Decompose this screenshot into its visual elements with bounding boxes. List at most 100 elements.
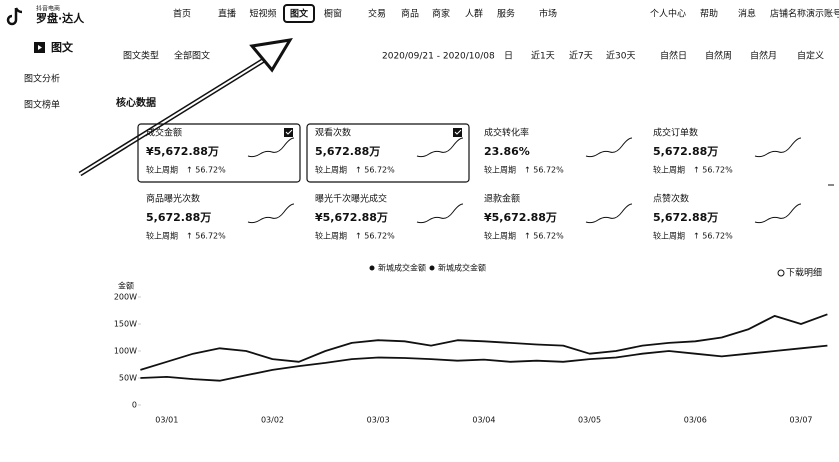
nav-item[interactable]: 短视频 (249, 8, 276, 20)
card-check (454, 129, 462, 135)
y-tick-label: 150W (114, 320, 137, 329)
card-sparkline (585, 137, 633, 158)
card-change: ↑ 56.72% (524, 232, 564, 241)
card-value: 5,672.88万 (315, 145, 380, 158)
nav-item[interactable]: 市场 (539, 8, 557, 20)
filter-value[interactable]: 全部图文 (174, 50, 210, 62)
nav-item[interactable]: 橱窗 (324, 8, 342, 20)
x-tick-label: 03/07 (789, 416, 812, 425)
legend-marker (369, 265, 375, 271)
card-name: 成交金额 (146, 127, 182, 139)
card-change: ↑ 56.72% (693, 232, 733, 241)
card-compare-label: 较上周期 (653, 231, 685, 241)
card-compare-label: 较上周期 (653, 165, 685, 175)
legend-label[interactable]: 新城成交金额 (438, 263, 486, 273)
nav-item[interactable]: 图文 (290, 8, 309, 20)
y-tick-label: 100W (114, 347, 137, 356)
sidebar-item[interactable]: 图文榜单 (24, 99, 60, 111)
card-check (285, 129, 293, 135)
nav-item[interactable]: 商品 (401, 8, 419, 20)
annotation-arrowhead (249, 38, 293, 73)
period-option[interactable]: 自然日 (660, 50, 687, 62)
nav-item[interactable]: 交易 (368, 8, 386, 20)
nav-item[interactable]: 人群 (465, 8, 483, 20)
card-change: ↑ 56.72% (186, 232, 226, 241)
date-unit[interactable]: 日 (504, 51, 513, 62)
card-border (137, 123, 301, 183)
x-tick-label: 03/03 (367, 416, 390, 425)
account-name[interactable]: 店铺名称演示账号 (770, 8, 839, 20)
card-checkbox[interactable] (284, 128, 293, 137)
nav-item[interactable]: 首页 (173, 8, 191, 20)
card-sparkline (754, 137, 802, 158)
card-change: ↑ 56.72% (524, 166, 564, 175)
card-name: 点赞次数 (653, 193, 689, 205)
user-link[interactable]: 个人中心 (650, 8, 686, 20)
card-compare-label: 较上周期 (484, 231, 516, 241)
x-tick-label: 03/04 (472, 416, 495, 425)
card-name: 曝光千次曝光成交 (315, 193, 387, 205)
y-tick-label: 50W (119, 374, 137, 383)
card-name: 退款金额 (484, 193, 520, 205)
sidebar-icon-play (38, 45, 42, 50)
card-sparkline (585, 203, 633, 224)
card-compare-label: 较上周期 (315, 231, 347, 241)
card-name: 成交订单数 (653, 127, 698, 139)
period-option[interactable]: 近1天 (531, 50, 555, 62)
card-value: 5,672.88万 (653, 211, 718, 224)
card-name: 成交转化率 (484, 127, 529, 139)
y-tick-label: 0 (132, 401, 137, 410)
card-compare-label: 较上周期 (146, 165, 178, 175)
period-option[interactable]: 近7天 (569, 50, 593, 62)
card-compare-label: 较上周期 (146, 231, 178, 241)
card-change: ↑ 56.72% (693, 166, 733, 175)
x-tick-label: 03/01 (155, 416, 178, 425)
y-axis-label: 金额 (118, 281, 134, 291)
card-value: ¥5,672.88万 (146, 145, 219, 158)
user-link[interactable]: 帮助 (700, 8, 718, 20)
card-checkbox[interactable] (453, 128, 462, 137)
legend-label[interactable]: 新城成交金额 (378, 263, 426, 273)
card-value: 5,672.88万 (146, 211, 211, 224)
legend-marker (429, 265, 435, 271)
period-option[interactable]: 近30天 (606, 50, 635, 62)
x-tick-label: 03/02 (261, 416, 284, 425)
period-option[interactable]: 自然周 (705, 50, 732, 62)
card-value: ¥5,672.88万 (484, 211, 557, 224)
card-value: 23.86% (484, 145, 530, 158)
sidebar-title: 图文 (51, 40, 74, 54)
card-sparkline (754, 203, 802, 224)
card-change: ↑ 56.72% (355, 166, 395, 175)
user-link[interactable]: 消息 (738, 8, 756, 20)
section-title: 核心数据 (116, 96, 156, 109)
nav-item[interactable]: 商家 (432, 8, 450, 20)
x-tick-label: 03/05 (578, 416, 601, 425)
card-sparkline (247, 137, 295, 158)
card-compare-label: 较上周期 (315, 165, 347, 175)
card-change: ↑ 56.72% (186, 166, 226, 175)
card-name: 观看次数 (315, 127, 351, 139)
x-tick-label: 03/06 (684, 416, 707, 425)
nav-item[interactable]: 直播 (218, 8, 236, 20)
card-compare-label: 较上周期 (484, 165, 516, 175)
card-sparkline (416, 203, 464, 224)
download-button[interactable]: 下载明细 (786, 267, 822, 279)
period-option[interactable]: 自定义 (797, 50, 824, 62)
card-sparkline (247, 203, 295, 224)
nav-selected-box (283, 4, 315, 23)
y-tick-label: 200W (114, 293, 137, 302)
card-value: ¥5,672.88万 (315, 211, 388, 224)
annotation-arrow-inner (79, 54, 273, 175)
card-name: 商品曝光次数 (146, 193, 200, 205)
filter-label: 图文类型 (123, 50, 159, 62)
download-icon (777, 269, 785, 277)
series-line (140, 344, 828, 382)
card-value: 5,672.88万 (653, 145, 718, 158)
logo (6, 7, 23, 26)
sidebar-item[interactable]: 图文分析 (24, 73, 60, 85)
card-border (306, 123, 470, 183)
date-range[interactable]: 2020/09/21 - 2020/10/08 (382, 52, 495, 62)
period-option[interactable]: 自然月 (750, 50, 777, 62)
nav-item[interactable]: 服务 (497, 8, 515, 20)
